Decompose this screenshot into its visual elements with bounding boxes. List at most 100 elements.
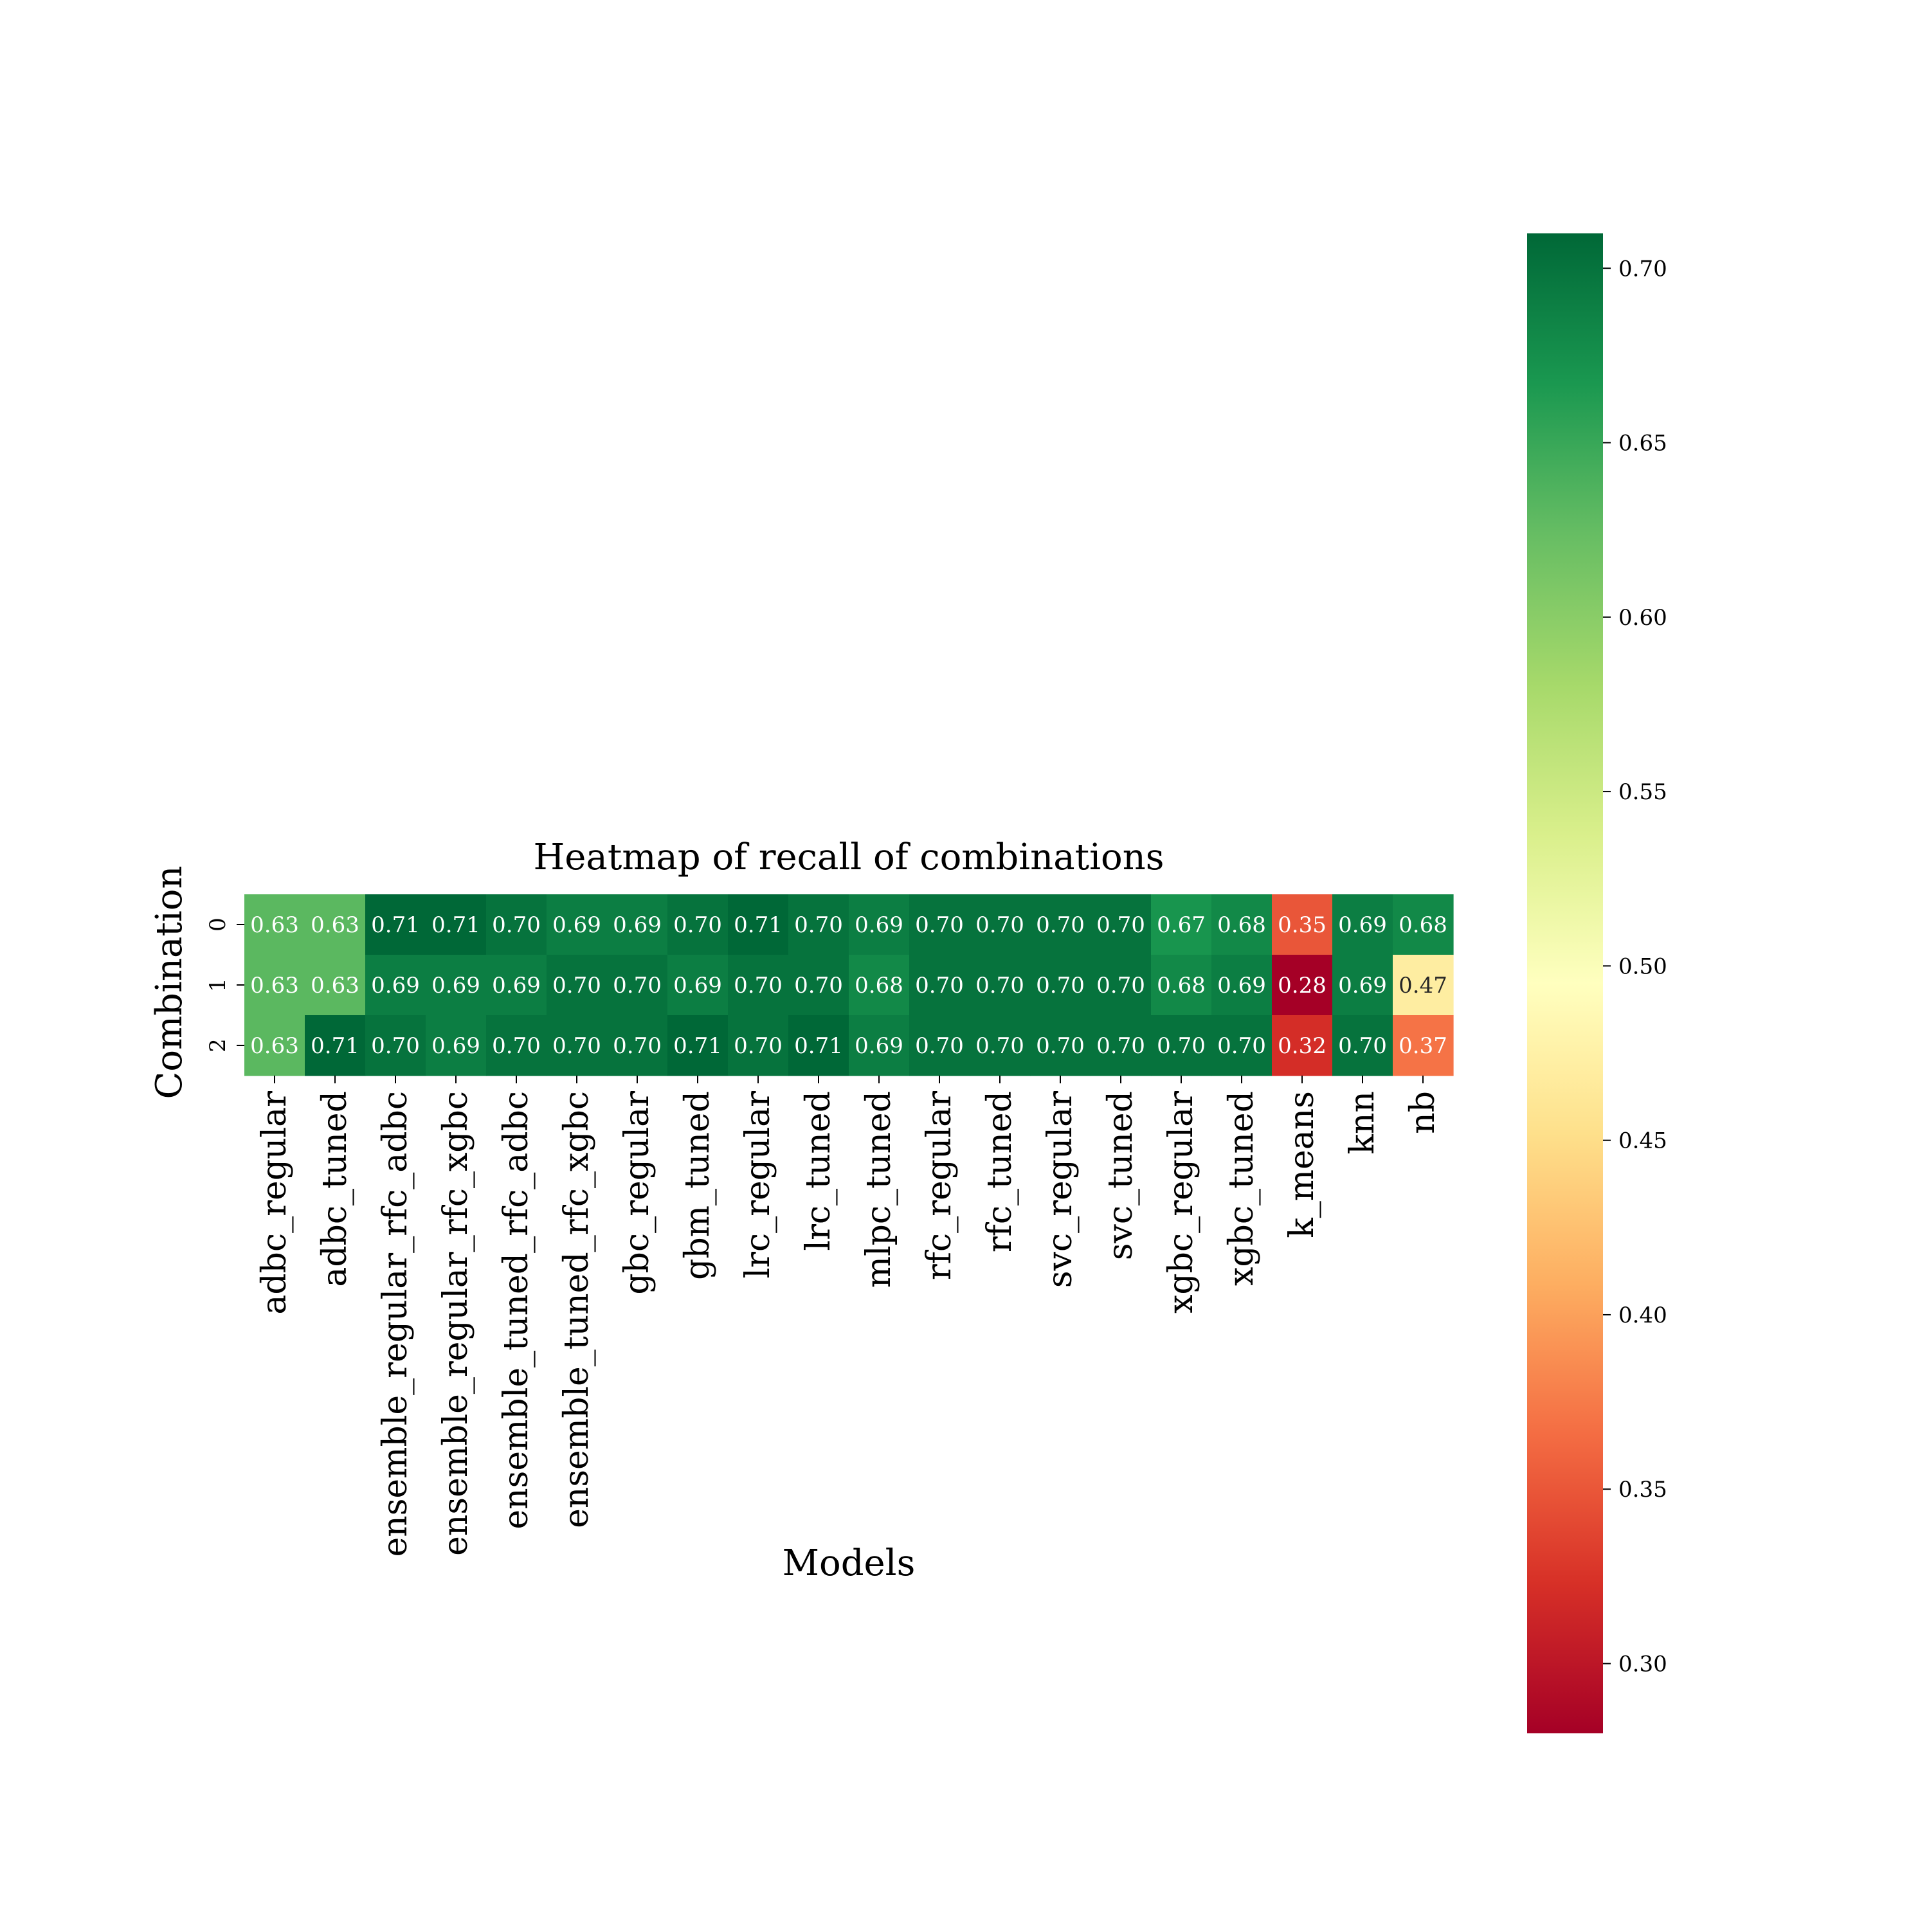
heatmap-cell bbox=[1030, 1015, 1091, 1076]
heatmap-cell bbox=[1332, 1015, 1393, 1076]
heatmap-cell bbox=[728, 955, 789, 1016]
heatmap-cell bbox=[970, 1015, 1031, 1076]
x-tick-label: adbc_regular bbox=[255, 1091, 294, 1315]
y-tick-label: 2 bbox=[205, 1038, 231, 1052]
heatmap-cell bbox=[486, 894, 547, 955]
heatmap-cell bbox=[667, 1015, 729, 1076]
x-tick-label: xgbc_regular bbox=[1162, 1091, 1200, 1314]
y-tick-label: 1 bbox=[205, 978, 231, 992]
heatmap-cell bbox=[547, 894, 608, 955]
heatmap-cell bbox=[909, 955, 970, 1016]
heatmap-cell bbox=[970, 894, 1031, 955]
heatmap-cell bbox=[849, 894, 910, 955]
heatmap-cell bbox=[667, 955, 729, 1016]
cell-value-label: 0.70 bbox=[915, 1033, 964, 1059]
heatmap-cell bbox=[1211, 1015, 1272, 1076]
cell-value-label: 0.71 bbox=[311, 1033, 359, 1059]
cell-value-label: 0.71 bbox=[794, 1033, 843, 1059]
cell-value-label: 0.63 bbox=[250, 973, 299, 998]
heatmap-cell bbox=[305, 894, 366, 955]
heatmap-cell bbox=[788, 1015, 849, 1076]
cell-value-label: 0.70 bbox=[613, 1033, 662, 1059]
cell-value-label: 0.69 bbox=[673, 973, 722, 998]
heatmap-cell bbox=[426, 1015, 487, 1076]
cell-value-label: 0.70 bbox=[1036, 973, 1085, 998]
heatmap-cell bbox=[1151, 955, 1212, 1016]
cell-value-label: 0.70 bbox=[1096, 1033, 1145, 1059]
heatmap-cell bbox=[667, 894, 729, 955]
x-tick-label: svc_tuned bbox=[1101, 1091, 1140, 1260]
heatmap-cell bbox=[1030, 894, 1091, 955]
cell-value-label: 0.70 bbox=[1096, 973, 1145, 998]
chart-title: Heatmap of recall of combinations bbox=[533, 836, 1164, 878]
cell-value-label: 0.69 bbox=[431, 1033, 480, 1059]
cell-value-label: 0.70 bbox=[492, 912, 541, 938]
heatmap-cell bbox=[365, 955, 426, 1016]
x-tick-label: gbm_tuned bbox=[678, 1091, 717, 1280]
heatmap-cell bbox=[426, 955, 487, 1016]
colorbar-tick-label: 0.35 bbox=[1618, 1477, 1667, 1503]
colorbar-gradient bbox=[1527, 233, 1603, 1733]
colorbar-tick-label: 0.45 bbox=[1618, 1128, 1667, 1154]
colorbar-tick-label: 0.60 bbox=[1618, 605, 1667, 631]
heatmap-cell bbox=[849, 1015, 910, 1076]
cell-value-label: 0.69 bbox=[552, 912, 601, 938]
colorbar-tick-label: 0.50 bbox=[1618, 953, 1667, 979]
cell-value-label: 0.32 bbox=[1278, 1033, 1327, 1059]
x-tick-label: ensemble_regular_rfc_xgbc bbox=[437, 1091, 475, 1556]
cell-value-label: 0.70 bbox=[915, 912, 964, 938]
cell-value-label: 0.71 bbox=[673, 1033, 722, 1059]
heatmap-cell bbox=[849, 955, 910, 1016]
x-tick-labels: adbc_regular adbc_tuned ensemble_regular_r… bbox=[255, 1076, 1442, 1557]
heatmap-cell bbox=[486, 1015, 547, 1076]
heatmap-cell bbox=[1272, 894, 1333, 955]
colorbar-tick-label: 0.30 bbox=[1618, 1651, 1667, 1677]
heatmap-cell bbox=[1211, 894, 1272, 955]
colorbar-tick-label: 0.65 bbox=[1618, 431, 1667, 456]
heatmap-cell bbox=[305, 1015, 366, 1076]
heatmap-cell bbox=[1393, 1015, 1454, 1076]
x-axis-label: Models bbox=[783, 1542, 916, 1584]
cell-value-label: 0.69 bbox=[613, 912, 662, 938]
colorbar-tick-label: 0.70 bbox=[1618, 256, 1667, 282]
cell-value-label: 0.70 bbox=[794, 912, 843, 938]
cell-value-label: 0.68 bbox=[1157, 973, 1206, 998]
heatmap-cell bbox=[1393, 894, 1454, 955]
heatmap-cell bbox=[486, 955, 547, 1016]
heatmap-cell bbox=[244, 894, 305, 955]
heatmap-cell bbox=[365, 1015, 426, 1076]
cell-value-label: 0.28 bbox=[1278, 973, 1327, 998]
cell-value-label: 0.71 bbox=[431, 912, 480, 938]
heatmap-cell bbox=[788, 955, 849, 1016]
heatmap-cell bbox=[244, 1015, 305, 1076]
x-tick-label: nb bbox=[1404, 1091, 1442, 1134]
x-tick-label: ensemble_regular_rfc_adbc bbox=[376, 1091, 415, 1557]
cell-value-label: 0.70 bbox=[1036, 1033, 1085, 1059]
cell-value-label: 0.70 bbox=[975, 912, 1024, 938]
heatmap-cell bbox=[1211, 955, 1272, 1016]
heatmap-cell bbox=[1091, 955, 1152, 1016]
cell-value-label: 0.70 bbox=[552, 1033, 601, 1059]
x-tick-label: mlpc_tuned bbox=[860, 1091, 898, 1288]
cell-value-label: 0.63 bbox=[250, 1033, 299, 1059]
cell-value-label: 0.71 bbox=[371, 912, 420, 938]
cell-value-label: 0.47 bbox=[1399, 973, 1447, 998]
cell-value-label: 0.69 bbox=[431, 973, 480, 998]
x-tick-label: k_means bbox=[1283, 1091, 1321, 1238]
y-tick-labels: 0 1 2 bbox=[205, 917, 244, 1052]
cell-value-label: 0.70 bbox=[492, 1033, 541, 1059]
heatmap-cell bbox=[970, 955, 1031, 1016]
x-tick-label: gbc_regular bbox=[618, 1091, 657, 1295]
cell-value-label: 0.70 bbox=[613, 973, 662, 998]
heatmap-cell bbox=[1151, 1015, 1212, 1076]
cell-value-label: 0.63 bbox=[311, 973, 359, 998]
heatmap-cell bbox=[547, 1015, 608, 1076]
heatmap-cell bbox=[909, 1015, 970, 1076]
heatmap-cell bbox=[607, 1015, 668, 1076]
cell-value-label: 0.69 bbox=[1217, 973, 1266, 998]
colorbar-tick-label: 0.40 bbox=[1618, 1303, 1667, 1328]
cell-value-label: 0.70 bbox=[1217, 1033, 1266, 1059]
x-tick-label: xgbc_tuned bbox=[1222, 1091, 1261, 1286]
x-tick-label: svc_regular bbox=[1041, 1091, 1080, 1288]
